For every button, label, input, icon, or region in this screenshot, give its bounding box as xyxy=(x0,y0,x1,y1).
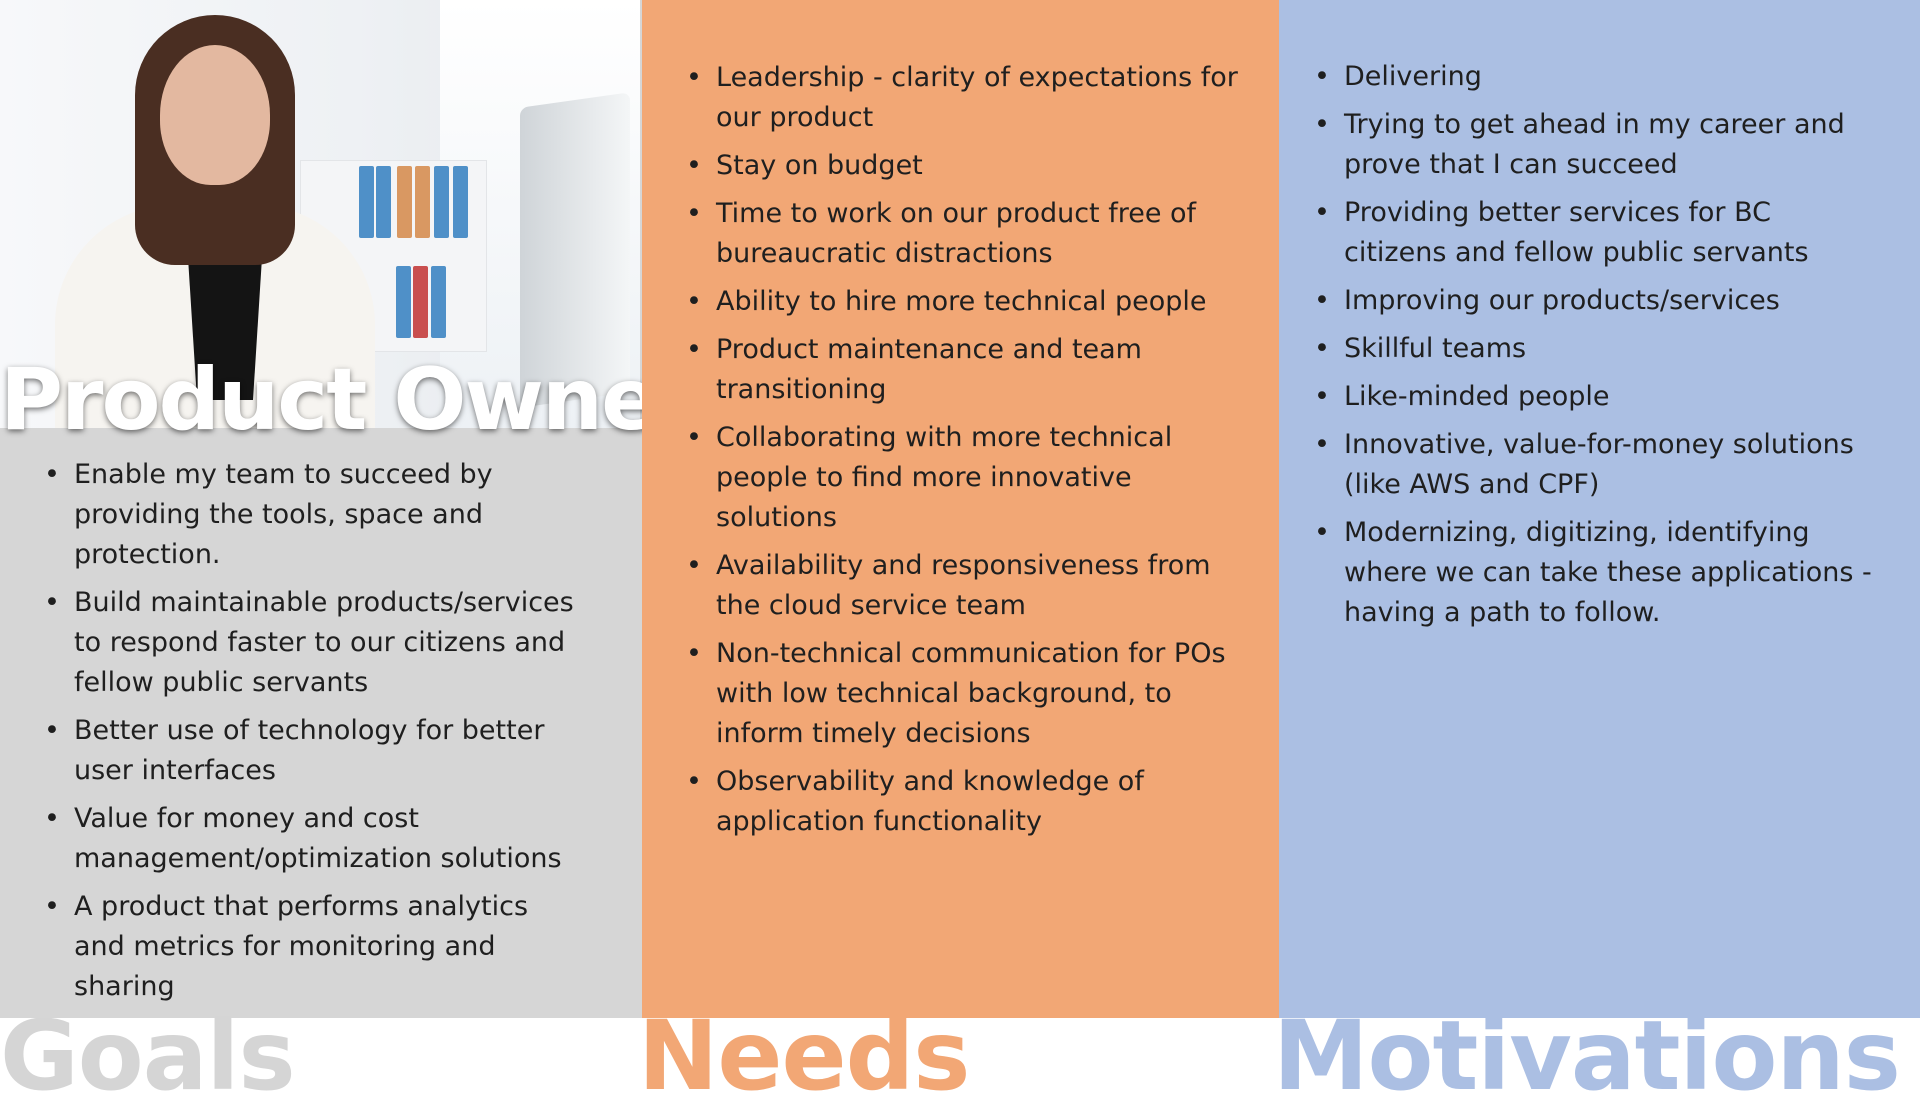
persona-title: Product Owner xyxy=(0,350,700,450)
needs-item: Ability to hire more technical people xyxy=(686,282,1246,322)
motivations-item: Modernizing, digitizing, identifying whe… xyxy=(1314,513,1874,633)
motivations-item: Providing better services for BC citizen… xyxy=(1314,193,1874,273)
motivations-section-label: Motivations xyxy=(1273,1000,1901,1112)
motivations-item: Trying to get ahead in my career and pro… xyxy=(1314,105,1874,185)
motivations-item: Improving our products/services xyxy=(1314,281,1874,321)
goals-item: A product that performs analytics and me… xyxy=(44,887,584,1007)
motivations-list: Delivering Trying to get ahead in my car… xyxy=(1314,57,1874,641)
needs-item: Availability and responsiveness from the… xyxy=(686,546,1246,626)
goals-item: Value for money and cost management/opti… xyxy=(44,799,584,879)
goals-section-label: Goals xyxy=(0,1000,296,1112)
needs-item: Non-technical communication for POs with… xyxy=(686,634,1246,754)
motivations-item: Like-minded people xyxy=(1314,377,1874,417)
goals-item: Build maintainable products/services to … xyxy=(44,583,584,703)
goals-item: Better use of technology for better user… xyxy=(44,711,584,791)
goals-item: Enable my team to succeed by providing t… xyxy=(44,455,584,575)
motivations-item: Innovative, value-for-money solutions (l… xyxy=(1314,425,1874,505)
persona-photo-image xyxy=(0,0,640,428)
needs-section-label: Needs xyxy=(638,1000,970,1112)
needs-item: Leadership - clarity of expectations for… xyxy=(686,58,1246,138)
needs-item: Stay on budget xyxy=(686,146,1246,186)
motivations-item: Skillful teams xyxy=(1314,329,1874,369)
needs-item: Collaborating with more technical people… xyxy=(686,418,1246,538)
needs-item: Time to work on our product free of bure… xyxy=(686,194,1246,274)
goals-column: Product Owner Enable my team to succeed … xyxy=(0,0,700,1018)
goals-list: Enable my team to succeed by providing t… xyxy=(44,455,584,1015)
needs-item: Observability and knowledge of applicati… xyxy=(686,762,1246,842)
needs-item: Product maintenance and team transitioni… xyxy=(686,330,1246,410)
needs-list: Leadership - clarity of expectations for… xyxy=(686,58,1246,850)
person-face xyxy=(160,45,270,185)
motivations-item: Delivering xyxy=(1314,57,1874,97)
